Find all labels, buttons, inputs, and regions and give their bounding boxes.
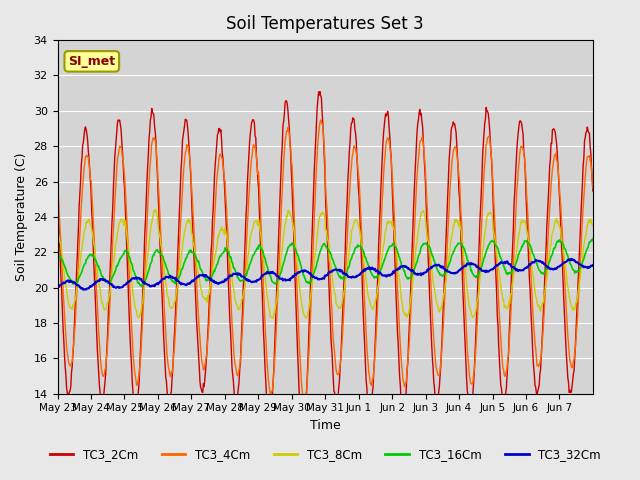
Y-axis label: Soil Temperature (C): Soil Temperature (C) — [15, 153, 28, 281]
Legend: TC3_2Cm, TC3_4Cm, TC3_8Cm, TC3_16Cm, TC3_32Cm: TC3_2Cm, TC3_4Cm, TC3_8Cm, TC3_16Cm, TC3… — [45, 443, 605, 466]
X-axis label: Time: Time — [310, 419, 340, 432]
Text: SI_met: SI_met — [68, 55, 115, 68]
Title: Soil Temperatures Set 3: Soil Temperatures Set 3 — [227, 15, 424, 33]
